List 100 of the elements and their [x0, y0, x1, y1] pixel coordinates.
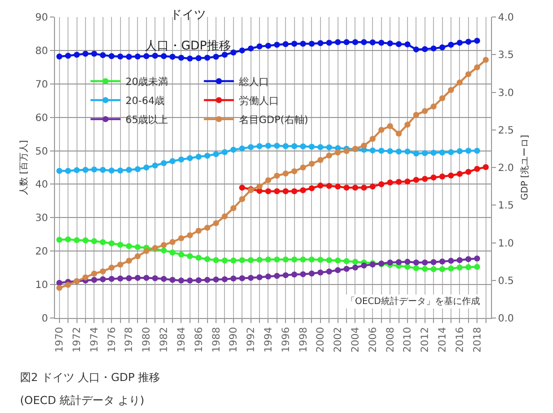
x-tick-label: 2004 [350, 327, 362, 352]
x-tick-label: 2000 [316, 327, 327, 352]
point [134, 253, 141, 260]
point [448, 172, 454, 179]
point [422, 46, 428, 52]
point [300, 271, 306, 278]
x-tick-label: 1984 [176, 327, 188, 352]
point [82, 166, 88, 173]
point [387, 259, 394, 266]
point [178, 251, 184, 258]
point [274, 172, 280, 179]
point [256, 143, 263, 150]
point [300, 187, 306, 194]
point [230, 276, 236, 282]
point [274, 142, 280, 149]
y2-tick-label: 3.0 [498, 88, 514, 99]
point [465, 168, 472, 175]
y-tick-label: 30 [35, 213, 48, 224]
point [117, 53, 124, 60]
point [448, 86, 454, 93]
point [456, 170, 463, 177]
point [204, 152, 210, 159]
point [344, 258, 350, 264]
x-tick-label: 1998 [298, 327, 310, 352]
point [448, 266, 454, 272]
point [413, 259, 420, 266]
x-tick-label: 1974 [89, 327, 100, 352]
point [186, 278, 193, 284]
point [326, 257, 332, 264]
point [169, 54, 176, 60]
point [317, 256, 324, 263]
point [134, 244, 141, 250]
point [308, 40, 315, 47]
point [387, 148, 394, 154]
y-tick-label: 10 [35, 280, 48, 292]
point [248, 257, 254, 264]
point [100, 52, 106, 58]
point [378, 40, 384, 46]
point [334, 149, 341, 156]
x-tick-label: 1980 [142, 327, 153, 352]
point [239, 47, 246, 54]
point [169, 249, 176, 256]
legend-label: 20-64歳 [126, 95, 165, 108]
point [56, 236, 62, 243]
point [352, 184, 358, 191]
point [265, 274, 272, 280]
point [456, 264, 463, 270]
point [456, 79, 463, 86]
point [126, 275, 132, 282]
point [274, 272, 280, 279]
point [256, 43, 263, 50]
point [265, 142, 272, 149]
y2-tick-label: 0.5 [498, 276, 514, 287]
point [100, 239, 106, 246]
y-tick-label: 20 [35, 246, 48, 258]
point [126, 54, 132, 60]
y-tick-label: 70 [35, 79, 48, 90]
point [160, 276, 167, 282]
point [239, 196, 246, 202]
point [439, 95, 446, 102]
point [65, 168, 72, 174]
y-tick-label: 0 [42, 314, 48, 324]
chart-title: ドイツ [170, 8, 206, 22]
point [178, 54, 184, 61]
point [482, 164, 489, 170]
point [439, 44, 446, 50]
point [274, 42, 280, 48]
point [430, 259, 437, 266]
point [143, 53, 150, 60]
point [370, 147, 376, 154]
legend-label: 総人口 [238, 76, 269, 88]
point [387, 40, 394, 46]
legend-label: 労働人口 [238, 95, 279, 108]
point [82, 50, 88, 57]
point [404, 264, 410, 270]
point [213, 257, 219, 264]
x-tick-label: 1978 [124, 327, 136, 352]
point [134, 166, 141, 172]
point [82, 274, 88, 280]
point [378, 148, 384, 154]
point [169, 158, 176, 164]
point [196, 254, 202, 261]
point [317, 182, 324, 189]
point [378, 181, 384, 188]
point [413, 176, 420, 183]
point [178, 278, 184, 284]
point [300, 164, 306, 170]
point [430, 45, 437, 52]
point [404, 41, 410, 48]
point [387, 180, 394, 186]
point [430, 174, 437, 181]
point [160, 160, 167, 166]
point [378, 126, 384, 133]
point [108, 264, 115, 271]
x-tick-label: 2010 [402, 327, 414, 352]
point [300, 40, 306, 47]
point [422, 150, 428, 156]
point [360, 39, 367, 46]
point [308, 270, 315, 277]
point [282, 272, 289, 278]
